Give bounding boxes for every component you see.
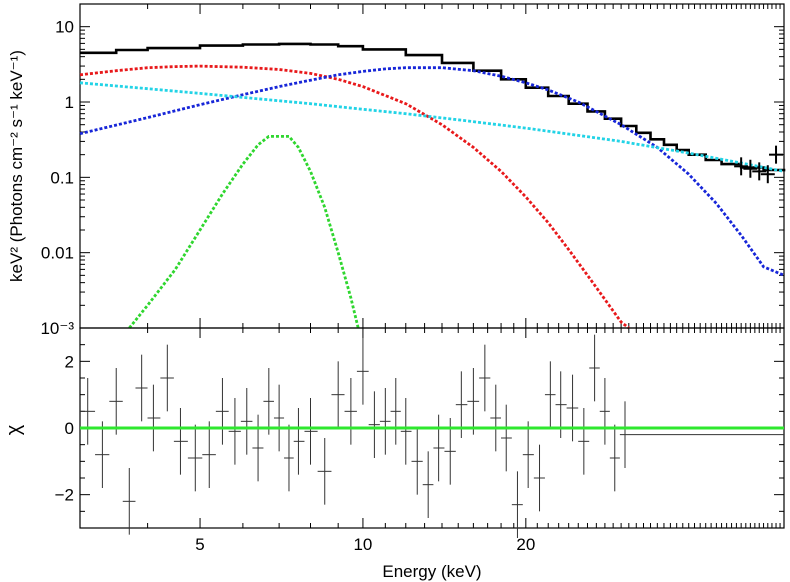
x-tick-label: 20	[516, 535, 535, 554]
model-cyan-component	[79, 81, 785, 173]
model-total-line	[80, 42, 786, 172]
y-tick-label: 2	[65, 352, 74, 371]
x-tick-label: 5	[195, 535, 204, 554]
y-tick-label: 1	[65, 93, 74, 112]
x-tick-label: 10	[353, 535, 372, 554]
spectrum-frame	[79, 3, 785, 329]
residuals-y-axis-label: χ	[3, 424, 25, 435]
residuals-y-tick-labels: −2 0 2	[55, 352, 74, 504]
model-red-component	[79, 64, 630, 330]
y-tick-label: 0	[65, 419, 74, 438]
residuals-panel: −2 0 2 5 10 20 χ Energy (keV)	[3, 327, 785, 581]
data-points	[734, 145, 784, 184]
y-tick-label: 0.01	[41, 244, 74, 263]
model-blue-component	[79, 66, 785, 277]
y-tick-label: 0.1	[50, 168, 74, 187]
spectrum-y-tick-labels: 10⁻³ 0.01 0.1 1 10	[40, 18, 74, 338]
y-tick-label: 10	[55, 18, 74, 37]
x-axis-label: Energy (keV)	[382, 562, 481, 581]
model-green-component	[128, 135, 360, 329]
residual-points	[80, 334, 784, 538]
y-tick-label: −2	[55, 486, 74, 505]
residuals-ticks	[79, 328, 785, 528]
spectrum-ticks	[79, 3, 785, 329]
x-tick-labels: 5 10 20	[195, 535, 535, 554]
model-curves	[79, 42, 786, 330]
spectrum-panel: 10⁻³ 0.01 0.1 1 10 keV² (Photons cm⁻² s⁻¹ ke…	[7, 3, 786, 338]
y-tick-label: 10⁻³	[40, 319, 74, 338]
spectrum-y-axis-label: keV² (Photons cm⁻² s⁻¹ keV⁻¹)	[7, 50, 26, 282]
